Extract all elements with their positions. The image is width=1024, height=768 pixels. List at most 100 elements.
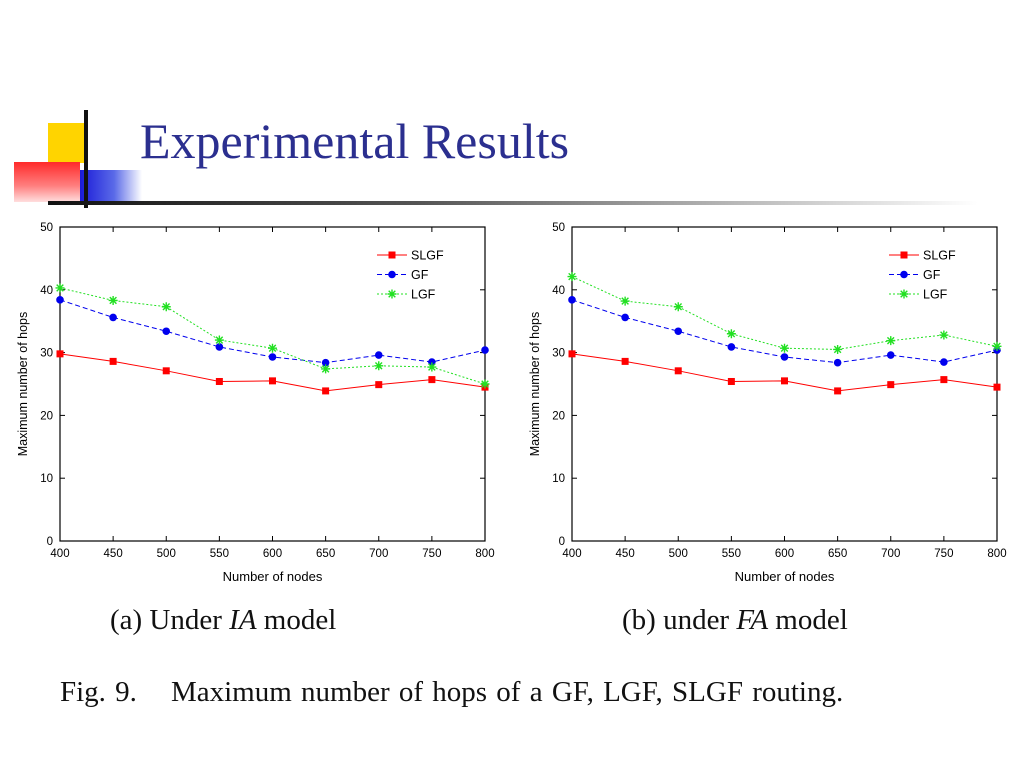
chart1-legend-label-lgf: LGF <box>411 288 436 302</box>
chart2-x-tick-label: 800 <box>987 548 1006 560</box>
chart2-lgf-point <box>780 343 789 353</box>
chart2-x-tick-label: 400 <box>562 548 581 560</box>
caption-a-suffix: model <box>256 604 337 636</box>
chart1-lgf-point <box>321 364 331 374</box>
chart2-y-tick-label: 0 <box>559 536 565 548</box>
chart1-gf-point <box>215 343 224 351</box>
chart1-x-tick-label: 600 <box>263 548 282 560</box>
chart2-series-lgf <box>567 272 1002 354</box>
chart1-y-tick-label: 10 <box>40 473 53 485</box>
chart1-gf-point <box>56 296 64 304</box>
chart1-lgf-point <box>268 343 277 353</box>
chart2-slgf-point <box>568 350 576 358</box>
chart1-slgf-point <box>375 381 383 389</box>
chart1-x-tick-label: 650 <box>316 548 335 560</box>
chart1-lgf-point <box>480 379 490 389</box>
chart2-slgf-point <box>834 387 842 395</box>
chart1-gf-point <box>162 327 171 336</box>
chart1-lgf-point <box>427 362 437 372</box>
chart2-x-tick-label: 450 <box>616 548 635 560</box>
deco-blue-bar <box>80 170 142 202</box>
figure-text: Maximum number of hops of a GF, LGF, SLG… <box>170 676 844 708</box>
caption-b: (b) under FA model <box>622 604 848 637</box>
chart1-legend-marker-lgf <box>387 289 397 299</box>
chart1-lgf-point <box>374 361 384 371</box>
chart2-lgf-point <box>567 272 577 282</box>
chart2-x-tick-label: 500 <box>669 548 688 560</box>
chart1-series-gf <box>56 296 489 367</box>
deco-vertical-line <box>84 110 88 208</box>
deco-yellow-square <box>48 123 86 163</box>
chart1-slgf-point <box>162 367 170 375</box>
chart2-lgf-point <box>726 329 736 339</box>
chart1-legend-label-gf: GF <box>411 268 429 282</box>
chart1-slgf-point <box>109 357 117 365</box>
chart2-gf-point <box>833 358 842 367</box>
chart1-y-tick-label: 0 <box>47 536 53 548</box>
chart1-x-tick-label: 750 <box>422 548 441 560</box>
chart1-series-slgf <box>56 350 489 395</box>
chart1-gf-point <box>109 313 117 322</box>
chart2-lgf-point <box>886 336 896 346</box>
chart2-y-tick-label: 40 <box>552 285 565 297</box>
chart1-legend-label-slgf: SLGF <box>411 249 444 263</box>
chart1-gf-point <box>481 346 489 354</box>
caption-b-model: FA <box>736 604 769 636</box>
chart1-slgf-point <box>56 350 64 358</box>
chart2-slgf-point <box>621 357 629 365</box>
deco-red-bar <box>14 162 80 202</box>
chart1-y-tick-label: 40 <box>40 285 53 297</box>
caption-b-prefix: (b) under <box>622 604 737 636</box>
chart2-gf-point <box>727 343 736 351</box>
chart1-x-tick-label: 550 <box>210 548 229 560</box>
chart2-gf-point <box>568 296 576 304</box>
chart-ia-model: 400 450 500 550 600 650 700 750 800 0 10 20 30 40 50 Nu… <box>10 215 510 595</box>
chart2-gf-point <box>621 313 629 322</box>
caption-b-suffix: model <box>768 604 848 636</box>
chart2-legend-label-slgf: SLGF <box>923 249 956 263</box>
chart2-slgf-point <box>993 383 1001 391</box>
chart1-y-tick-label: 20 <box>40 410 53 422</box>
chart1-x-tick-label: 400 <box>50 548 69 560</box>
chart1-lgf-point <box>108 295 118 305</box>
chart1-gf-point <box>321 358 330 367</box>
chart2-legend: SLGF GF LGF <box>889 249 956 302</box>
chart2-x-tick-label: 600 <box>775 548 794 560</box>
chart1-legend: SLGF GF LGF <box>377 249 444 302</box>
chart2-slgf-point <box>940 376 948 384</box>
chart2-lgf-point <box>992 341 1002 351</box>
chart1-gf-point <box>428 358 436 366</box>
chart2-slgf-point <box>781 377 788 385</box>
chart2-lgf-point <box>673 302 683 312</box>
chart1-series-lgf <box>55 283 490 389</box>
chart2-y-tick-label: 50 <box>552 222 565 234</box>
chart1-lgf-line <box>59 287 486 385</box>
chart2-gf-point <box>780 353 789 361</box>
chart2-x-tick-label: 550 <box>722 548 741 560</box>
chart1-lgf-point <box>214 335 224 345</box>
chart2-y-tick-label: 10 <box>552 473 565 485</box>
chart1-x-axis-label: Number of nodes <box>223 569 323 584</box>
title-divider <box>48 201 978 205</box>
caption-a: (a) Under IA model <box>110 604 336 637</box>
caption-a-prefix: (a) Under <box>110 604 230 636</box>
chart2-series-slgf <box>568 350 1001 395</box>
chart1-slgf-point <box>269 377 276 385</box>
chart2-legend-marker-gf <box>900 270 908 279</box>
chart-fa-model: 400 450 500 550 600 650 700 750 800 0 10 20 30 40 50 Nu… <box>522 215 1022 595</box>
chart1-x-tick-label: 500 <box>157 548 176 560</box>
chart1-y-axis-label: Maximum number of hops <box>16 312 30 457</box>
chart2-slgf-point <box>727 377 735 385</box>
chart1-gf-point <box>268 353 277 361</box>
chart2-legend-marker-slgf <box>900 251 908 259</box>
chart1-x-tick-label: 700 <box>369 548 388 560</box>
chart2-x-tick-label: 750 <box>934 548 953 560</box>
caption-a-model: IA <box>229 604 257 636</box>
chart2-x-tick-label: 650 <box>828 548 847 560</box>
chart-fa-svg: 400 450 500 550 600 650 700 750 800 0 10 20 30 40 50 Nu… <box>528 222 1007 584</box>
chart1-slgf-point <box>428 376 436 384</box>
chart2-legend-label-lgf: LGF <box>923 288 948 302</box>
chart2-legend-marker-lgf <box>899 289 909 299</box>
chart1-legend-marker-gf <box>388 270 396 279</box>
chart2-gf-point <box>940 358 948 366</box>
